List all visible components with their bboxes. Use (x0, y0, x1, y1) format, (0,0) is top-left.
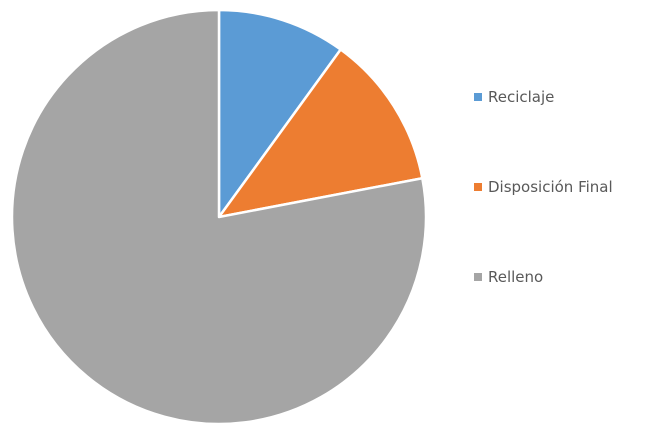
legend-label-disposicion-final: Disposición Final (488, 178, 613, 196)
pie-slice-relleno (10, 8, 428, 425)
legend-swatch-disposicion-final (474, 183, 482, 191)
legend-item-disposicion-final: Disposición Final (474, 178, 613, 196)
legend-label-relleno: Relleno (488, 268, 544, 286)
legend-swatch-reciclaje (474, 93, 482, 101)
legend-item-relleno: Relleno (474, 268, 543, 286)
legend-swatch-relleno (474, 273, 482, 281)
legend-label-reciclaje: Reciclaje (488, 88, 555, 106)
pie-slice-disposici-n-final (217, 48, 424, 219)
pie-slice-reciclaje (217, 8, 342, 219)
legend-item-reciclaje: Reciclaje (474, 88, 554, 106)
